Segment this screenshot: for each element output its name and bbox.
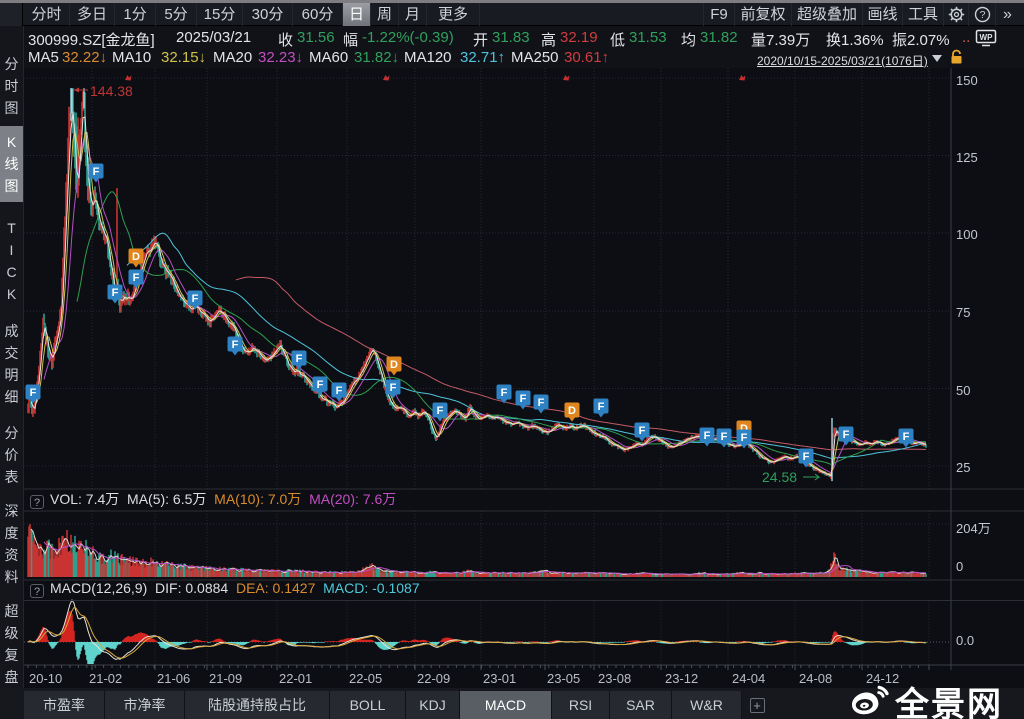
- svg-text:?: ?: [979, 9, 985, 21]
- svg-text:F: F: [112, 287, 119, 299]
- svg-text:F: F: [639, 425, 646, 437]
- svg-text:D: D: [390, 359, 398, 371]
- svg-text:D: D: [132, 251, 140, 263]
- svg-text:F: F: [437, 405, 444, 417]
- svg-text:D: D: [568, 405, 576, 417]
- svg-text:F: F: [296, 353, 303, 365]
- svg-text:F: F: [336, 385, 343, 397]
- svg-text:F: F: [903, 431, 910, 443]
- svg-text:F: F: [317, 379, 324, 391]
- svg-text:F: F: [192, 293, 199, 305]
- svg-text:WP: WP: [980, 33, 994, 42]
- svg-text:F: F: [721, 431, 728, 443]
- svg-text:F: F: [538, 397, 545, 409]
- svg-text:F: F: [133, 272, 140, 284]
- svg-text:24.58: 24.58: [762, 469, 797, 485]
- svg-text:F: F: [30, 387, 37, 399]
- svg-text:F: F: [93, 166, 100, 178]
- svg-text:144.38: 144.38: [90, 83, 133, 99]
- svg-text:F: F: [232, 339, 239, 351]
- svg-text:F: F: [704, 430, 711, 442]
- svg-text:F: F: [741, 432, 748, 444]
- svg-text:F: F: [520, 393, 527, 405]
- svg-text:F: F: [803, 451, 810, 463]
- svg-text:F: F: [390, 382, 397, 394]
- svg-text:F: F: [598, 401, 605, 413]
- svg-text:F: F: [501, 387, 508, 399]
- svg-text:D: D: [740, 423, 748, 435]
- svg-text:F: F: [843, 429, 850, 441]
